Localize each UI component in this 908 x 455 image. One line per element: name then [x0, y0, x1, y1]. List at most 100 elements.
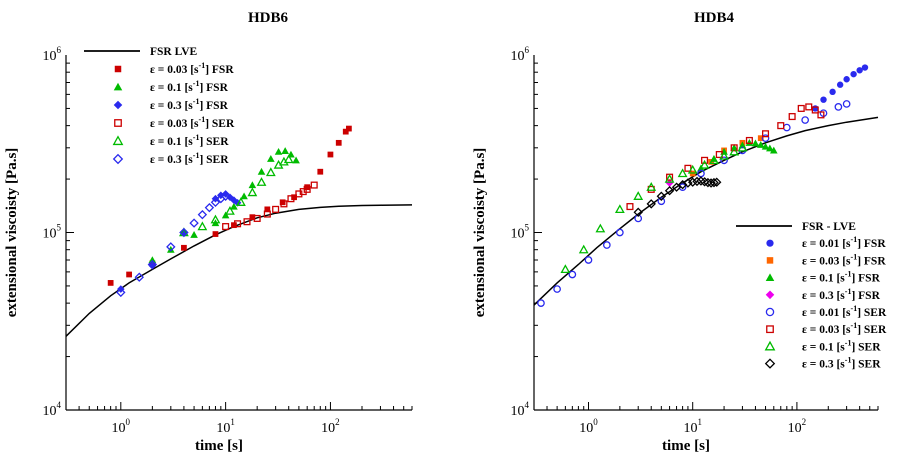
data-point [782, 123, 791, 132]
data-point [116, 287, 126, 298]
data-point [283, 154, 294, 164]
series-line-lve [533, 116, 879, 306]
data-point [797, 104, 805, 112]
legend-label: ε = 0.1 [s-1] FSR [802, 270, 881, 285]
data-point [633, 191, 644, 200]
legend-label: ε = 0.03 [s-1] FSR [802, 252, 886, 267]
data-point [107, 280, 114, 286]
data-point [578, 244, 589, 254]
data-point [256, 177, 267, 186]
data-point [701, 156, 709, 164]
data-point [220, 191, 231, 201]
data-point [197, 221, 208, 231]
plot-area [65, 125, 413, 337]
data-point [595, 223, 606, 233]
data-point [720, 156, 728, 165]
legend-marker [113, 82, 123, 91]
legend-label: FSR - LVE [802, 221, 856, 233]
legend-marker [112, 135, 124, 146]
data-point [805, 103, 813, 111]
data-point [280, 200, 288, 208]
x-tick-label: 102 [321, 417, 340, 436]
data-point [148, 256, 157, 264]
data-point [709, 177, 719, 188]
y-tick-label: 106 [43, 45, 62, 64]
data-point [560, 264, 571, 274]
legend-label: ε = 0.01 [s-1] SER [802, 304, 887, 319]
data-point [231, 222, 237, 229]
x-axis-label: time [s] [662, 438, 710, 454]
data-point [304, 184, 311, 191]
data-point [264, 206, 271, 213]
y-axis-label: extensional viscoisty [Pa.s] [4, 148, 20, 318]
data-point [240, 192, 248, 200]
data-point [310, 181, 318, 189]
data-point [230, 202, 238, 210]
legend: FSR - LVE ε = 0.01 [s-1] FSR ε = 0.03 [s-1… [736, 221, 887, 371]
data-point [317, 168, 324, 175]
data-point [212, 231, 219, 237]
legend-marker [114, 65, 122, 73]
data-point [811, 106, 819, 114]
legend-label: ε = 0.01 [s-1] FSR [802, 235, 886, 250]
data-point [134, 272, 144, 282]
data-point [265, 167, 276, 177]
data-point [656, 191, 667, 201]
data-point [737, 142, 748, 152]
data-point [657, 197, 666, 206]
data-point [633, 207, 643, 217]
legend-label: ε = 0.3 [s-1] FSR [150, 97, 229, 112]
data-point [719, 150, 729, 160]
data-point [687, 164, 698, 174]
data-point [709, 155, 719, 165]
data-point [181, 244, 187, 251]
legend-marker [765, 273, 775, 282]
legend-marker [114, 119, 122, 127]
data-point [856, 67, 863, 74]
chart-title: HDB6 [248, 10, 289, 26]
legend-label: ε = 0.03 [s-1] FSR [150, 61, 234, 76]
data-point [616, 228, 624, 237]
data-point [664, 185, 675, 196]
data-point [303, 185, 311, 193]
data-point [287, 195, 295, 203]
data-point [272, 205, 280, 213]
legend-label: ε = 0.3 [s-1] SER [802, 356, 881, 371]
data-point [757, 135, 764, 142]
data-point [179, 227, 189, 238]
legend-label: ε = 0.03 [s-1] SER [802, 321, 887, 336]
data-point [221, 211, 230, 219]
legend-marker [766, 239, 774, 247]
data-point [327, 151, 334, 158]
legend-marker [113, 100, 123, 110]
data-point [729, 146, 740, 156]
y-axis-label: extensional viscoisty [Pa.s] [472, 148, 488, 318]
data-point [756, 140, 765, 148]
legend-marker [765, 307, 775, 317]
data-point [210, 214, 221, 224]
data-point [769, 146, 778, 154]
y-tick-label: 104 [43, 400, 62, 419]
data-point [703, 177, 713, 188]
data-point [568, 270, 577, 279]
data-point [247, 187, 258, 197]
data-point [257, 167, 266, 175]
data-point [761, 142, 770, 150]
data-point [801, 116, 810, 124]
x-tick-label: 100 [112, 417, 131, 436]
legend-label: ε = 0.1 [s-1] SER [802, 338, 881, 353]
data-point [678, 183, 687, 192]
legend-marker [764, 358, 776, 369]
data-point [766, 144, 774, 152]
data-point [614, 204, 625, 214]
data-point [248, 181, 257, 189]
data-point [777, 122, 785, 130]
x-tick-label: 100 [579, 417, 598, 436]
y-tick-label: 105 [43, 223, 62, 242]
data-point [147, 259, 158, 270]
data-point [665, 179, 674, 187]
data-point [190, 231, 198, 238]
legend-marker [765, 290, 775, 300]
data-point [234, 220, 242, 228]
data-point [836, 81, 844, 88]
